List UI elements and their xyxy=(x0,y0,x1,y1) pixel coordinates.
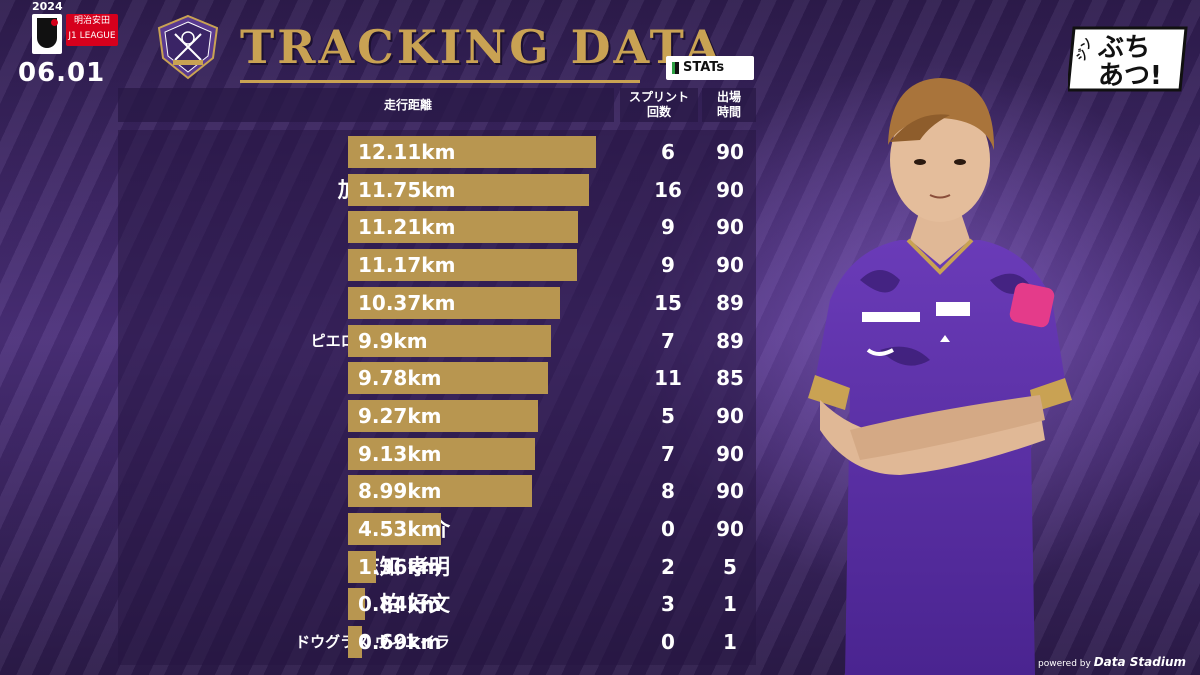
minutes-played: 89 xyxy=(716,290,744,315)
match-date: 06.01 xyxy=(18,58,106,88)
league-sponsor: 明治安田 xyxy=(73,16,110,26)
league-name: J1 LEAGUE xyxy=(68,31,116,41)
distance-value: 10.37km xyxy=(358,290,456,315)
data-stadium-logo: Data Stadium xyxy=(1093,655,1186,669)
sprint-count: 8 xyxy=(661,479,675,504)
sprint-count: 9 xyxy=(661,253,675,278)
page-title: TRACKING DATA xyxy=(240,20,724,74)
distance-header-label: 走行距離 xyxy=(383,98,432,112)
distance-bar xyxy=(348,324,551,357)
sprint-count: 9 xyxy=(661,215,675,240)
minutes-played: 1 xyxy=(723,630,737,655)
brand-line-2: ぶち xyxy=(1097,33,1150,63)
distance-value: 9.78km xyxy=(358,366,442,391)
sprint-count: 2 xyxy=(661,554,675,579)
club-crest-icon xyxy=(157,14,219,80)
player-name: ドウグラス ヴィエイラ xyxy=(295,633,450,652)
player-photo xyxy=(808,78,1072,675)
distance-value: 11.17km xyxy=(358,253,456,278)
minutes-played: 90 xyxy=(716,215,744,240)
sprint-count: 16 xyxy=(654,177,682,202)
minutes-played: 89 xyxy=(716,328,744,353)
minutes-played: 90 xyxy=(716,177,744,202)
distance-bar xyxy=(348,626,363,659)
title-underline xyxy=(240,80,640,83)
sprints-header-line1: スプリント xyxy=(628,90,689,104)
distance-value: 8.99km xyxy=(358,479,442,504)
minutes-played: 90 xyxy=(716,441,744,466)
distance-bar xyxy=(348,362,549,395)
season-year: 2024 xyxy=(32,0,63,13)
minutes-played: 1 xyxy=(723,592,737,617)
distance-bar xyxy=(348,136,596,168)
player-row: 志知 孝明 1.36km 2 5 xyxy=(118,550,756,584)
distance-value: 12.11km xyxy=(358,140,456,164)
distance-value: 1.36km xyxy=(358,554,442,579)
distance-bar xyxy=(348,286,561,319)
sprint-count: 6 xyxy=(661,140,675,164)
distance-value: 11.21km xyxy=(358,215,456,240)
league-tag: 明治安田 J1 LEAGUE xyxy=(66,14,118,46)
sprint-count: 11 xyxy=(654,366,682,391)
minutes-played: 90 xyxy=(716,403,744,428)
minutes-played: 90 xyxy=(716,253,744,278)
distance-value: 9.13km xyxy=(358,441,442,466)
player-name: 柏 好文 xyxy=(379,592,450,617)
player-row: 柏 好文 0.84km 3 1 xyxy=(118,587,756,621)
brand-logo: ジン ぶち あつ! xyxy=(1068,26,1188,92)
minutes-played: 85 xyxy=(716,366,744,391)
brand-line-3: あつ! xyxy=(1098,61,1162,91)
sprint-count: 15 xyxy=(654,290,682,315)
minutes-played: 5 xyxy=(723,554,737,579)
sprint-count: 0 xyxy=(661,630,675,655)
minutes-header-line2: 時間 xyxy=(716,105,741,119)
distance-bar xyxy=(348,588,366,621)
minutes-played: 90 xyxy=(716,140,744,164)
distance-bar xyxy=(348,550,376,583)
sprint-count: 0 xyxy=(661,517,675,541)
sprint-count: 7 xyxy=(661,328,675,353)
sprints-header-line2: 回数 xyxy=(646,105,671,119)
stats-logo: STATs xyxy=(666,56,754,80)
stats-bar-icon xyxy=(672,62,679,74)
sprint-count: 5 xyxy=(661,403,675,428)
sprint-count: 3 xyxy=(661,592,675,617)
distance-value: 9.27km xyxy=(358,403,442,428)
distance-bar xyxy=(348,249,577,282)
distance-value: 0.84km xyxy=(358,592,442,617)
distance-value: 4.53km xyxy=(358,517,442,541)
distance-bar xyxy=(348,211,578,244)
j-league-logo xyxy=(32,14,62,54)
distance-value: 0.69km xyxy=(358,630,442,655)
distance-bar xyxy=(348,513,441,545)
sprint-count: 7 xyxy=(661,441,675,466)
distance-value: 9.9km xyxy=(358,328,428,353)
distance-bar xyxy=(348,173,589,206)
minutes-header: 出場 時間 xyxy=(702,88,756,122)
minutes-played: 90 xyxy=(716,517,744,541)
distance-bar xyxy=(348,475,533,508)
distance-bar xyxy=(348,437,535,470)
distance-header: 走行距離 xyxy=(118,88,614,122)
minutes-played: 90 xyxy=(716,479,744,504)
minutes-header-line1: 出場 xyxy=(716,90,741,104)
sprints-header: スプリント 回数 xyxy=(620,88,698,122)
powered-by: powered by Data Stadium xyxy=(1038,655,1186,669)
player-row: ドウグラス ヴィエイラ 0.69km 0 1 xyxy=(118,625,756,659)
distance-bar xyxy=(348,399,538,432)
distance-value: 11.75km xyxy=(358,177,456,202)
powered-by-label: powered by xyxy=(1038,659,1091,669)
